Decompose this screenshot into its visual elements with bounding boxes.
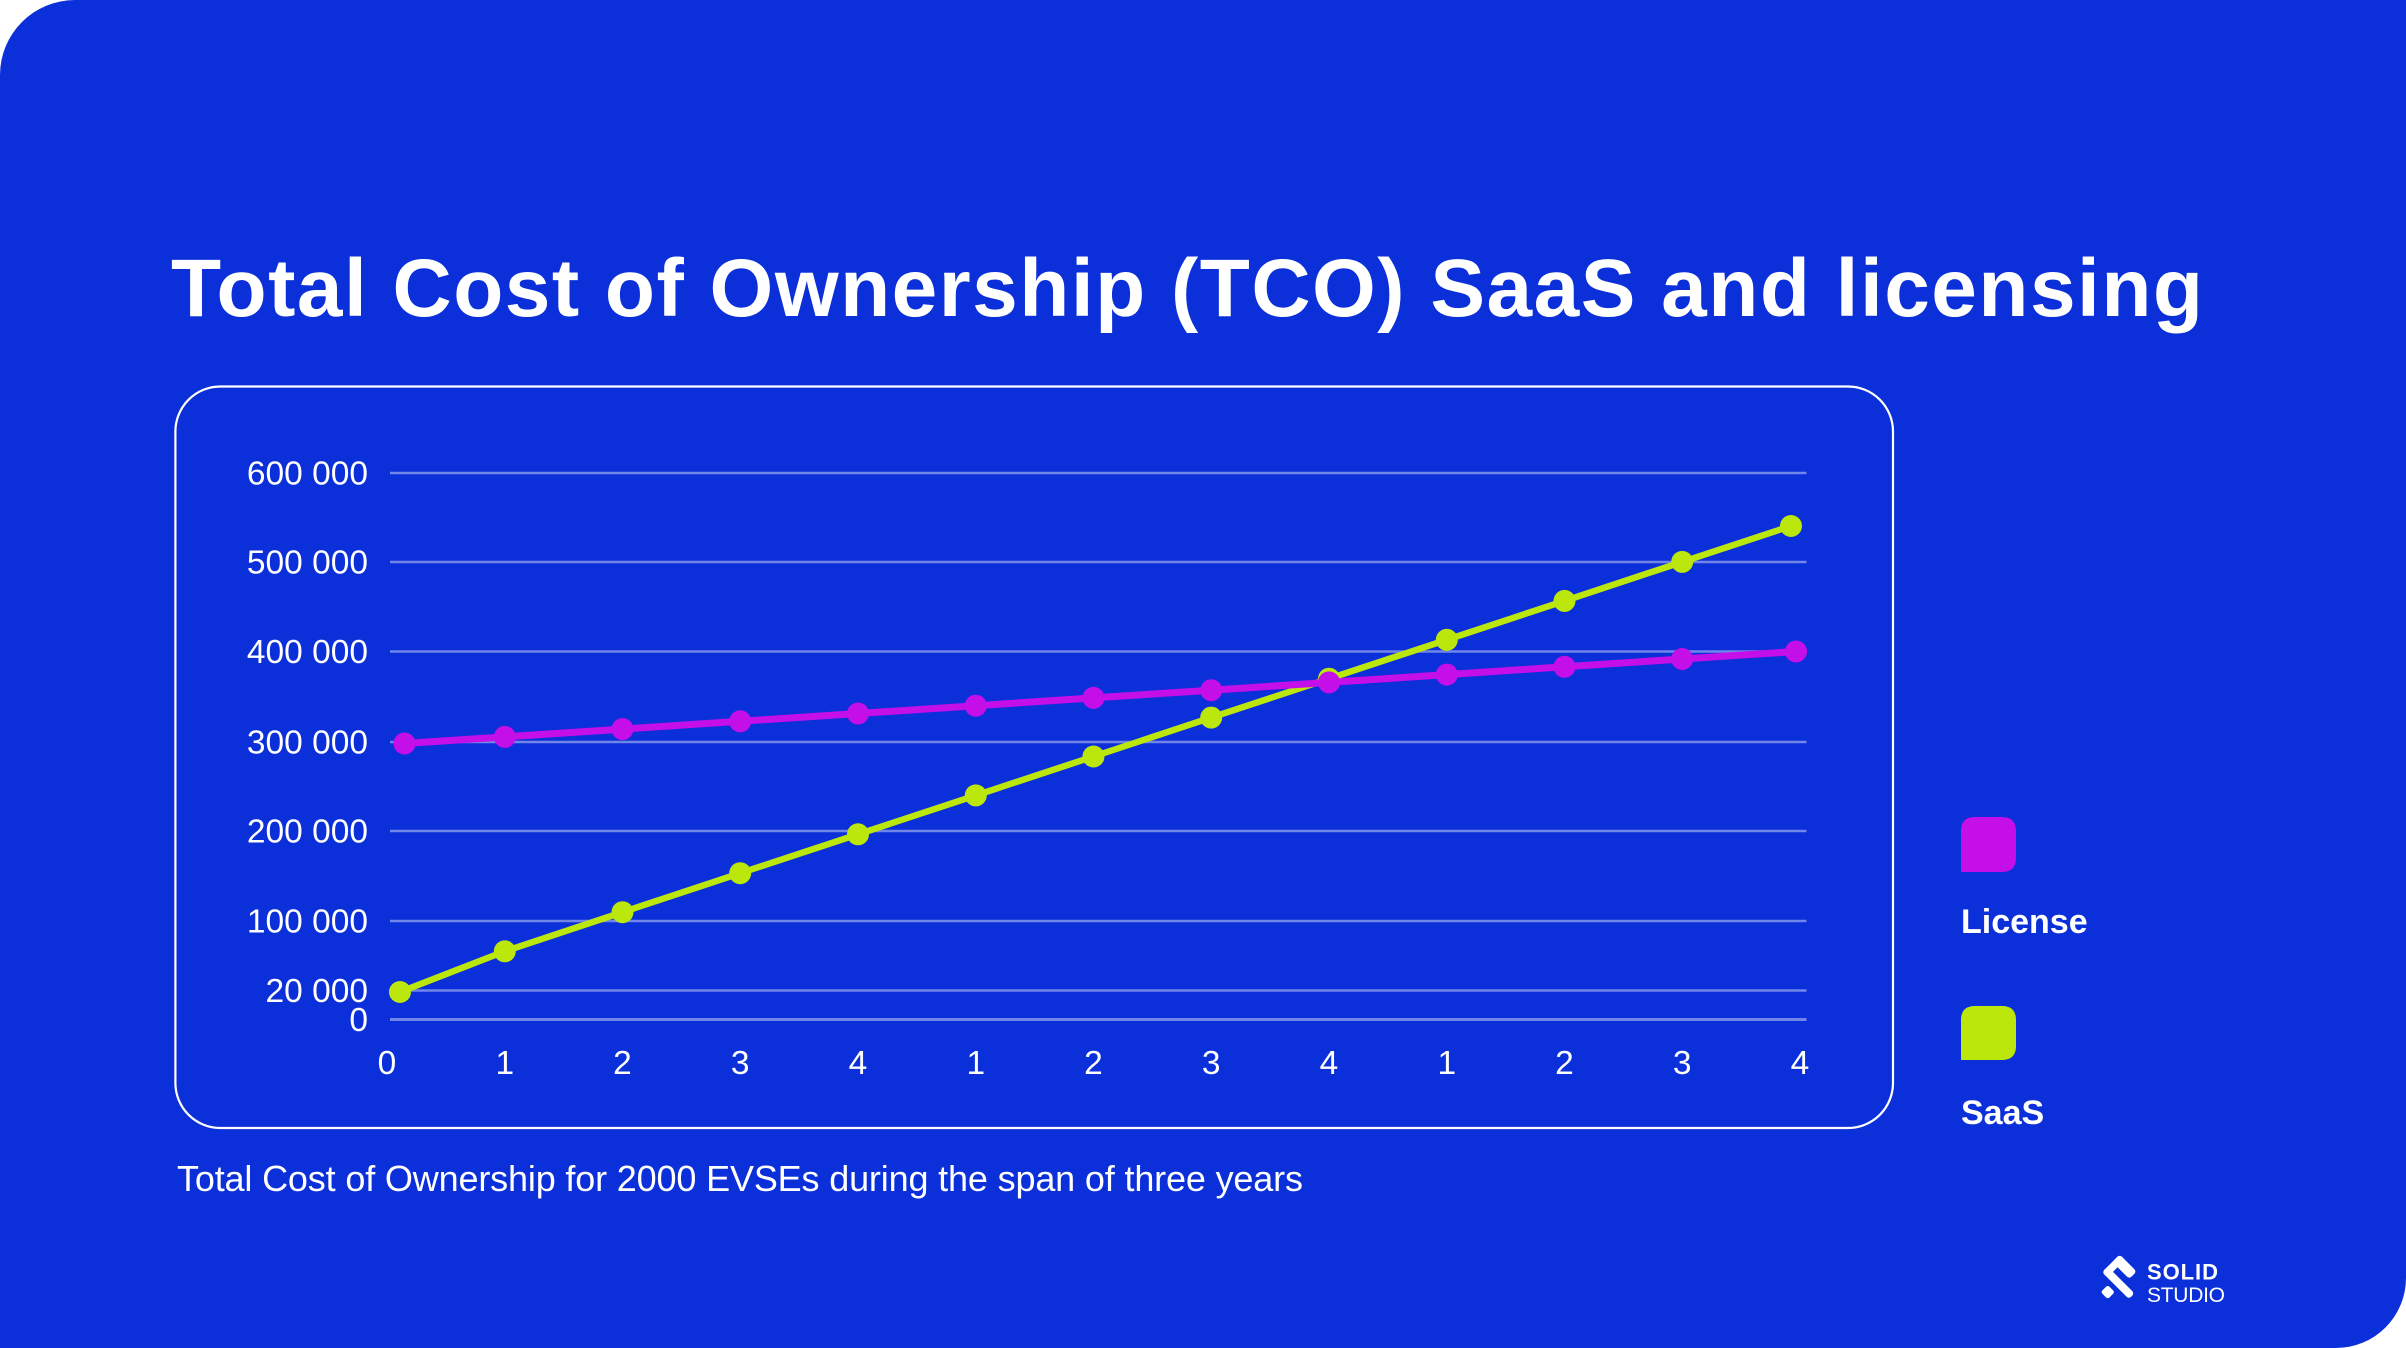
- svg-text:500 000: 500 000: [247, 545, 368, 582]
- svg-text:4: 4: [1791, 1045, 1810, 1082]
- svg-text:Total Cost of Ownership (TCO): Total Cost of Ownership (TCO) SaaS and l…: [171, 243, 2203, 334]
- svg-text:2: 2: [1555, 1045, 1574, 1082]
- svg-text:2: 2: [1084, 1045, 1103, 1082]
- svg-text:3: 3: [731, 1045, 750, 1082]
- svg-text:3: 3: [1673, 1045, 1692, 1082]
- svg-text:Total Cost of Ownership for 20: Total Cost of Ownership for 2000 EVSEs d…: [177, 1158, 1303, 1199]
- svg-text:SOLID: SOLID: [2147, 1260, 2218, 1285]
- svg-text:SaaS: SaaS: [1961, 1094, 2044, 1132]
- svg-text:0: 0: [349, 1002, 368, 1039]
- svg-text:License: License: [1961, 903, 2088, 941]
- svg-text:0: 0: [378, 1045, 397, 1082]
- svg-text:200 000: 200 000: [247, 814, 368, 851]
- svg-text:4: 4: [849, 1045, 868, 1082]
- svg-text:20 000: 20 000: [266, 973, 368, 1010]
- svg-text:2: 2: [613, 1045, 632, 1082]
- svg-text:100 000: 100 000: [247, 904, 368, 941]
- svg-text:1: 1: [1437, 1045, 1456, 1082]
- svg-text:4: 4: [1320, 1045, 1339, 1082]
- svg-text:STUDIO: STUDIO: [2147, 1284, 2225, 1307]
- svg-text:3: 3: [1202, 1045, 1221, 1082]
- svg-text:300 000: 300 000: [247, 725, 368, 762]
- svg-text:1: 1: [495, 1045, 514, 1082]
- svg-text:1: 1: [966, 1045, 985, 1082]
- svg-text:600 000: 600 000: [247, 456, 368, 493]
- svg-text:400 000: 400 000: [247, 634, 368, 671]
